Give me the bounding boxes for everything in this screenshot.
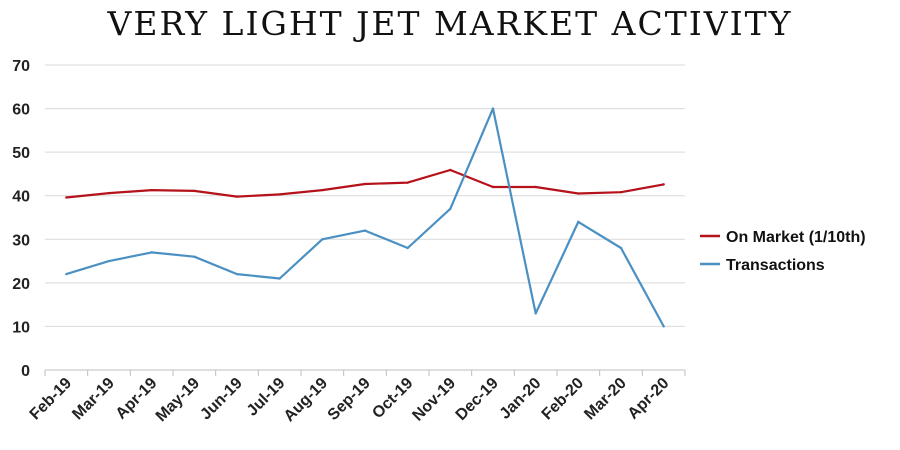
series-line-2 [65,107,665,327]
y-tick-label: 70 [12,58,30,75]
x-tick-label: Apr-20 [625,375,673,423]
x-tick-label: Jun-19 [197,375,246,424]
data-point [449,168,452,172]
data-point [278,277,281,280]
data-point [321,188,324,192]
x-tick-label: Jan-20 [497,375,545,423]
y-tick-label: 10 [12,319,30,336]
data-point [65,272,68,276]
y-tick-label: 50 [12,145,30,162]
x-tick-label: Sep-19 [325,375,374,424]
data-point [150,188,153,192]
x-tick-label: Nov-19 [409,375,459,425]
x-tick-label: Mar-20 [581,375,630,424]
data-point [662,183,665,186]
x-tick-label: Oct-19 [369,375,416,422]
data-point [363,229,367,232]
chart-title: VERY LIGHT JET MARKET ACTIVITY [107,4,793,43]
data-point [193,189,196,193]
data-point [491,107,495,110]
legend-label: On Market (1/10th) [726,229,866,246]
data-point [321,238,324,241]
x-tick-label: Apr-19 [113,375,161,423]
data-point [193,255,196,258]
data-point [534,312,537,315]
data-point [577,220,580,224]
data-point [65,196,68,199]
data-point [235,195,239,198]
data-point [491,185,495,189]
y-tick-label: 20 [12,276,30,293]
data-point [278,193,281,196]
data-point [577,192,580,195]
data-point [363,182,367,186]
data-point [662,325,665,328]
x-tick-label: Aug-19 [281,375,331,425]
data-point [406,181,409,184]
data-point [107,259,111,263]
x-tick-label: Feb-19 [27,375,76,424]
y-tick-label: 40 [12,189,30,206]
data-point [619,246,623,250]
x-tick-label: May-19 [153,375,203,425]
x-tick-label: Dec-19 [453,375,502,424]
x-tick-label: Feb-20 [539,375,588,424]
y-tick-label: 60 [12,102,30,119]
data-point [619,191,623,194]
data-point [449,207,452,210]
data-point [534,185,537,189]
data-point [107,191,111,195]
y-tick-label: 0 [21,363,30,380]
x-tick-label: Mar-19 [69,375,118,424]
data-point [150,251,153,254]
data-point [235,272,239,276]
data-point [406,246,409,250]
legend-label: Transactions [726,257,825,274]
y-tick-label: 30 [12,232,30,249]
